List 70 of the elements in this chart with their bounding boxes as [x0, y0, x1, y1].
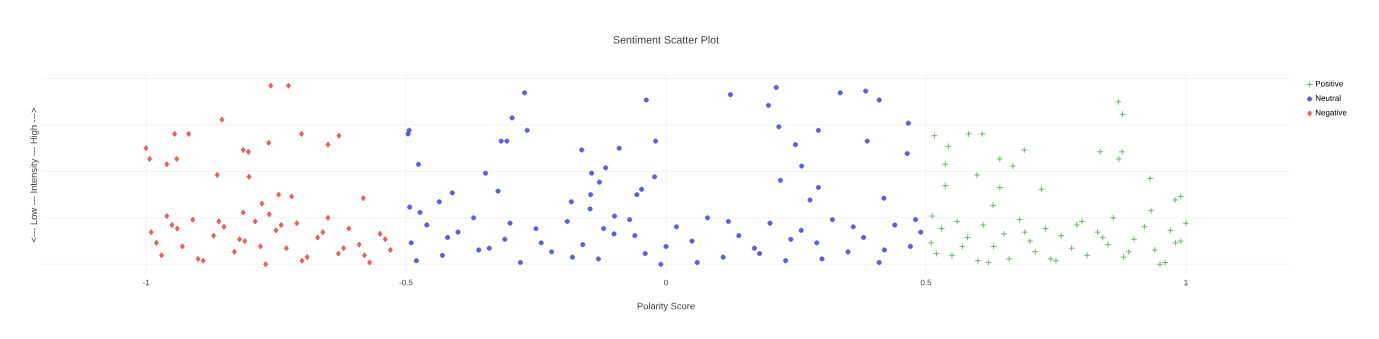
- point: [221, 223, 227, 230]
- point: [266, 211, 272, 218]
- point: [240, 146, 246, 154]
- point: [246, 173, 252, 180]
- point: [304, 254, 310, 261]
- point: [278, 221, 284, 229]
- point: [258, 243, 263, 250]
- legend-label: Positive: [1315, 80, 1343, 87]
- x-tick-label: -1: [142, 279, 150, 286]
- point: [219, 116, 225, 123]
- point: [367, 259, 373, 266]
- x-tick-label: 0.5: [920, 279, 932, 286]
- point: [284, 245, 289, 252]
- point: [299, 257, 305, 264]
- point: [268, 82, 274, 89]
- point: [211, 232, 217, 239]
- point: [200, 257, 206, 264]
- point: [147, 155, 153, 162]
- point: [377, 230, 383, 237]
- point: [143, 145, 149, 152]
- point: [325, 214, 331, 221]
- point: [164, 161, 170, 168]
- point: [325, 141, 331, 148]
- point: [180, 243, 185, 250]
- point: [259, 200, 265, 207]
- x-tick-label: 0: [664, 279, 668, 286]
- legend-label: Negative: [1315, 109, 1347, 117]
- point: [190, 216, 196, 223]
- point: [315, 234, 321, 241]
- point: [172, 130, 178, 137]
- point: [273, 227, 279, 234]
- point: [246, 148, 251, 155]
- chart-title: Sentiment Scatter Plot: [613, 35, 719, 44]
- point: [266, 139, 272, 146]
- y-axis-title: <--- Low --- Intensity --- High --->: [30, 108, 39, 242]
- point: [341, 245, 347, 252]
- point: [164, 212, 170, 220]
- point: [252, 218, 258, 225]
- point: [174, 155, 180, 162]
- point: [299, 130, 304, 137]
- point: [294, 220, 300, 227]
- point: [360, 195, 366, 202]
- point: [237, 236, 243, 243]
- point: [320, 229, 326, 236]
- point: [382, 236, 388, 243]
- point: [216, 218, 222, 225]
- point: [148, 229, 154, 236]
- point: [214, 171, 220, 179]
- point: [356, 241, 362, 248]
- point: [289, 193, 295, 200]
- point: [154, 239, 159, 246]
- point: [336, 250, 341, 257]
- point: [242, 237, 248, 245]
- point: [362, 252, 367, 259]
- point: [186, 130, 192, 137]
- point: [336, 132, 342, 139]
- point: [240, 209, 246, 216]
- point: [159, 252, 165, 259]
- point: [169, 221, 175, 229]
- x-tick-label: -0.5: [399, 279, 413, 286]
- point: [174, 225, 180, 232]
- point: [276, 191, 282, 198]
- point: [286, 82, 291, 89]
- x-tick-label: 1: [1184, 279, 1188, 286]
- x-axis-title: Polarity Score: [637, 302, 695, 312]
- point: [346, 225, 352, 232]
- legend-label: Neutral: [1315, 95, 1341, 101]
- point: [232, 248, 237, 255]
- point: [195, 255, 201, 262]
- point: [263, 261, 269, 268]
